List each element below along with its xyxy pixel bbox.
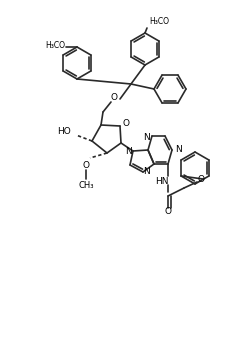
Text: O: O — [83, 162, 89, 170]
Text: H₃CO: H₃CO — [149, 16, 169, 26]
Text: N: N — [144, 133, 150, 142]
Text: O: O — [198, 176, 205, 184]
Text: O: O — [110, 93, 118, 103]
Text: H₃CO: H₃CO — [45, 41, 65, 49]
Text: O: O — [164, 208, 172, 217]
Text: HO: HO — [57, 128, 71, 136]
Text: N: N — [144, 166, 150, 176]
Text: HN: HN — [155, 178, 169, 187]
Text: O: O — [122, 119, 130, 128]
Text: N: N — [175, 145, 181, 153]
Text: N: N — [125, 148, 131, 157]
Text: CH₃: CH₃ — [78, 181, 94, 191]
